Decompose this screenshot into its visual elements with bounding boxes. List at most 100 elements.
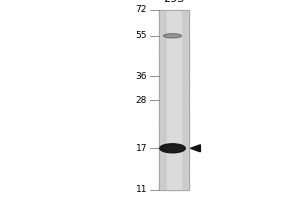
Bar <box>159 144 189 145</box>
Bar <box>159 62 189 63</box>
Bar <box>159 169 189 170</box>
Bar <box>167 174 181 175</box>
Bar <box>159 183 189 184</box>
Bar <box>167 103 181 104</box>
Bar <box>159 41 189 42</box>
Bar <box>159 45 189 46</box>
Bar <box>167 130 181 132</box>
Bar <box>159 80 189 81</box>
Bar <box>159 61 189 62</box>
Bar <box>167 27 181 28</box>
Text: 17: 17 <box>136 144 147 153</box>
Bar <box>159 147 189 148</box>
Bar <box>167 94 181 95</box>
Bar <box>167 32 181 33</box>
Bar <box>159 10 189 11</box>
Bar <box>159 96 189 97</box>
Bar <box>167 144 181 145</box>
Bar <box>159 76 189 77</box>
Bar <box>159 107 189 108</box>
Bar <box>167 154 181 155</box>
Bar <box>167 126 181 127</box>
Bar <box>167 106 181 107</box>
Bar <box>167 107 181 108</box>
Bar <box>159 99 189 100</box>
Bar <box>167 74 181 75</box>
Bar <box>159 55 189 56</box>
Bar <box>167 23 181 24</box>
Bar <box>159 44 189 45</box>
Bar <box>159 91 189 92</box>
Bar <box>159 46 189 47</box>
Bar <box>159 142 189 143</box>
Bar <box>167 68 181 69</box>
Bar <box>159 28 189 29</box>
Bar <box>159 82 189 83</box>
Bar <box>159 125 189 126</box>
Bar <box>159 185 189 186</box>
Bar <box>167 56 181 57</box>
Bar <box>159 88 189 89</box>
Bar <box>159 154 189 155</box>
Bar <box>167 94 181 96</box>
Bar <box>167 26 181 27</box>
Bar <box>167 186 181 187</box>
Bar <box>167 40 181 41</box>
Bar <box>159 129 189 130</box>
Bar <box>167 98 181 99</box>
Bar <box>159 124 189 125</box>
Bar <box>167 39 181 40</box>
Bar <box>159 153 189 154</box>
Bar <box>167 155 181 156</box>
Bar <box>159 117 189 118</box>
Bar <box>159 162 189 163</box>
Bar <box>159 172 189 173</box>
Polygon shape <box>190 145 200 152</box>
Bar <box>167 146 181 147</box>
Bar <box>159 100 189 101</box>
Bar <box>159 151 189 152</box>
Bar <box>159 21 189 23</box>
Bar <box>159 161 189 162</box>
Bar <box>159 79 189 80</box>
Bar <box>167 78 181 79</box>
Bar <box>167 63 181 64</box>
Bar <box>167 30 181 31</box>
Bar <box>167 41 181 42</box>
Bar <box>159 22 189 23</box>
Bar <box>167 168 181 169</box>
Bar <box>167 159 181 160</box>
Bar <box>159 130 189 131</box>
Text: 11: 11 <box>136 186 147 194</box>
Bar <box>167 102 181 103</box>
Bar <box>159 122 189 123</box>
Bar <box>159 70 189 71</box>
Bar <box>167 108 181 109</box>
Bar <box>159 179 189 180</box>
Bar <box>167 184 181 186</box>
Bar <box>167 129 181 130</box>
Bar <box>167 111 181 112</box>
Bar <box>167 187 181 188</box>
Bar <box>159 132 189 133</box>
Bar <box>159 123 189 124</box>
Bar <box>159 32 189 33</box>
Bar <box>167 47 181 48</box>
Bar <box>167 178 181 179</box>
Bar <box>167 64 181 65</box>
Bar <box>159 110 189 111</box>
Bar <box>159 19 189 20</box>
Bar <box>167 182 181 183</box>
Bar <box>159 63 189 64</box>
Bar <box>167 80 181 81</box>
Bar <box>167 160 181 161</box>
Bar <box>159 120 189 122</box>
Bar <box>167 21 181 22</box>
Bar <box>167 42 181 43</box>
Bar <box>167 58 181 59</box>
Bar <box>167 105 181 106</box>
Bar <box>167 16 181 17</box>
Bar <box>167 128 181 129</box>
Bar <box>159 37 189 38</box>
Bar <box>159 81 189 82</box>
